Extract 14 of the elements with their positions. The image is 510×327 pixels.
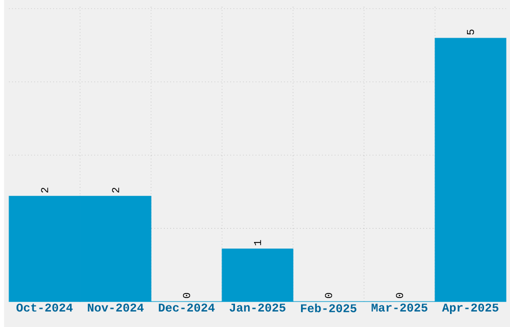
data-label: 0 bbox=[324, 292, 332, 298]
data-label: 2 bbox=[41, 188, 48, 192]
data-label: 1 bbox=[254, 240, 262, 246]
x-tick-label: Mar-2025 bbox=[372, 303, 428, 312]
x-tick-label: Oct-2024 bbox=[16, 303, 73, 312]
x-tick-label: Nov-2024 bbox=[88, 303, 144, 312]
data-label: 0 bbox=[182, 292, 190, 298]
data-label: 5 bbox=[467, 29, 474, 34]
data-label: 2 bbox=[112, 188, 120, 192]
x-tick-label: Dec-2024 bbox=[158, 303, 215, 312]
data-label: 0 bbox=[396, 292, 404, 298]
x-tick-label: Apr-2025 bbox=[442, 303, 498, 314]
x-tick-label: Feb-2025 bbox=[301, 303, 356, 312]
x-tick-label: Jan-2025 bbox=[230, 303, 286, 312]
